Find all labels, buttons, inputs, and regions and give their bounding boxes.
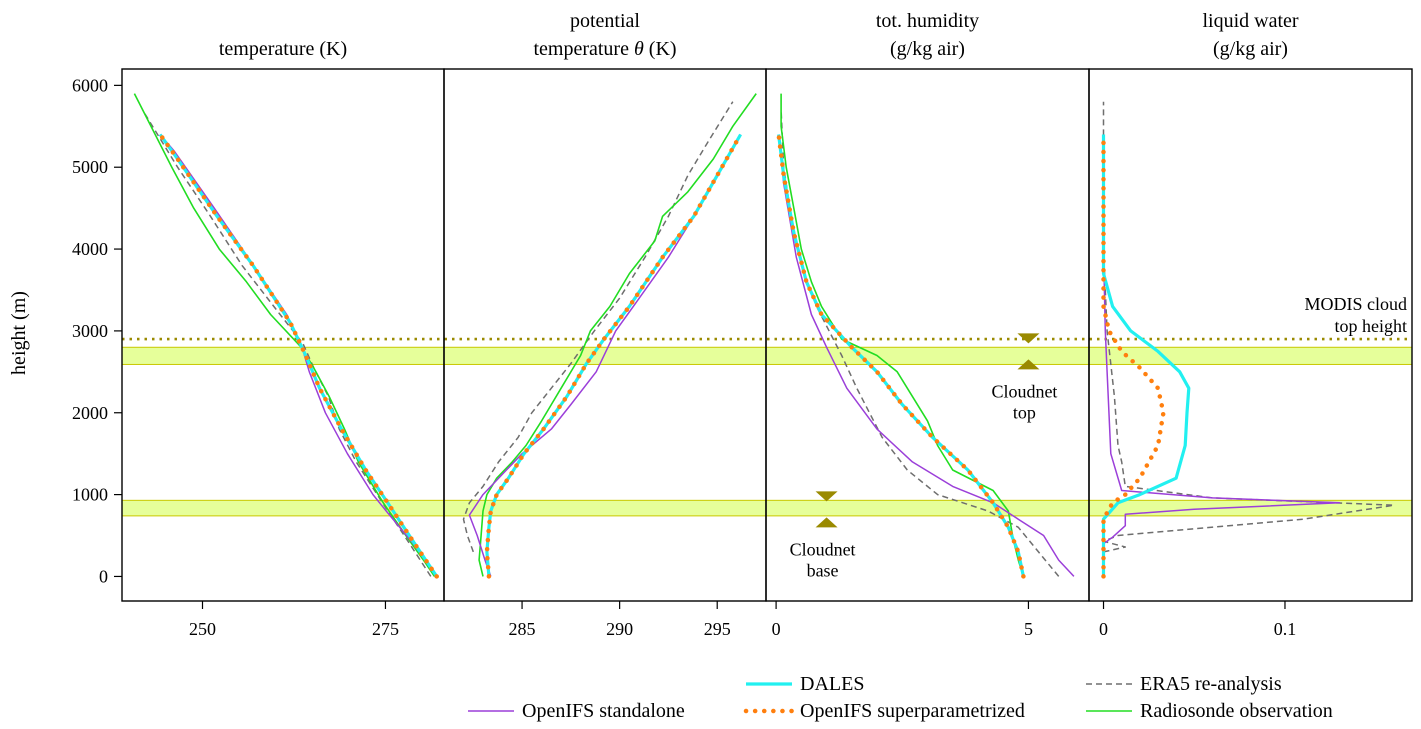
modis-label: MODIS cloud [1305, 294, 1408, 314]
cloudnet-base-down-marker [815, 491, 838, 502]
y-tick-label: 5000 [72, 157, 108, 177]
x-tick-label: 290 [606, 619, 633, 639]
modis-label: top height [1335, 316, 1408, 336]
y-tick-label: 0 [99, 566, 108, 586]
legend-label-openifs_standalone: OpenIFS standalone [522, 700, 685, 722]
y-tick-label: 2000 [72, 403, 108, 423]
series-line-openifs_standalone [468, 134, 742, 577]
panel-2: potential temperature θ (K) 285 290 295 [443, 10, 767, 639]
panel-title: (g/kg air) [1213, 38, 1288, 60]
x-tick-label: 0 [1099, 619, 1108, 639]
panel-1: temperature (K) 250 275 [121, 38, 445, 639]
panel-series [133, 93, 439, 579]
panel-title-part: θ [634, 38, 644, 60]
series-line-openifs_standalone [159, 134, 438, 577]
legend-label-era5: ERA5 re-analysis [1140, 673, 1282, 695]
panel-frame [765, 68, 1090, 602]
series-line-radiosonde [478, 93, 757, 577]
series-line-openifs_superparametrized [1101, 132, 1166, 579]
cloudnet-base-up-marker [815, 517, 838, 528]
panel-frame [443, 68, 767, 602]
series-line-dales [1101, 134, 1191, 577]
x-tick-label: 0 [772, 619, 781, 639]
x-tick-label: 295 [704, 619, 731, 639]
panel-series [1101, 101, 1395, 579]
y-axis: height (m) 0 1000 2000 3000 4000 5000 6000 [8, 75, 122, 586]
panel-title: temperature (K) [219, 38, 347, 60]
cloudnet-top-down-marker [1017, 333, 1040, 344]
series-line-era5 [462, 101, 734, 553]
panel-title-part: (K) [644, 38, 677, 60]
x-tick-label: 275 [372, 619, 399, 639]
legend-label-radiosonde: Radiosonde observation [1140, 700, 1333, 722]
panel-series [462, 93, 757, 579]
series-line-openifs_standalone [777, 134, 1075, 577]
panel-frame [1088, 68, 1413, 602]
legend-label-dales: DALES [800, 673, 864, 695]
x-tick-label: 0.1 [1274, 619, 1297, 639]
panel-title-part: temperature [533, 38, 634, 60]
cloud-layer-band [121, 346, 1413, 365]
y-tick-label: 1000 [72, 485, 108, 505]
panel-title: temperature θ (K) [533, 38, 676, 60]
cloudnet-top-up-marker [1017, 359, 1040, 370]
series-line-radiosonde [780, 93, 1025, 577]
legend: OpenIFS standalone DALES OpenIFS superpara… [468, 673, 1333, 722]
series-line-openifs_standalone [1102, 134, 1341, 545]
panel-series [776, 93, 1075, 579]
legend-label-openifs_superparametrized: OpenIFS superparametrized [800, 700, 1025, 722]
series-line-openifs_superparametrized [776, 132, 1026, 579]
panel-title: liquid water [1202, 10, 1298, 32]
y-tick-label: 6000 [72, 75, 108, 95]
panel-4: liquid water (g/kg air) 0 0.1 [1088, 10, 1413, 639]
cloudnet-base-label: base [807, 560, 839, 580]
series-line-era5 [1102, 101, 1395, 553]
panel-title: tot. humidity [876, 10, 979, 32]
panels-layer: temperature (K) 250 275 potential temperatur… [121, 10, 1413, 639]
x-tick-label: 285 [509, 619, 536, 639]
y-axis-label: height (m) [8, 291, 30, 375]
x-tick-label: 250 [189, 619, 216, 639]
series-line-openifs_superparametrized [157, 132, 439, 579]
series-line-openifs_superparametrized [484, 132, 743, 579]
y-tick-label: 3000 [72, 321, 108, 341]
y-tick-label: 4000 [72, 239, 108, 259]
panel-title: (g/kg air) [890, 38, 965, 60]
x-tick-label: 5 [1024, 619, 1033, 639]
cloudnet-base-label: Cloudnet [790, 539, 856, 559]
panel-title: potential [570, 10, 640, 32]
cloudnet-top-label: top [1013, 402, 1036, 422]
cloudnet-top-label: Cloudnet [991, 381, 1057, 401]
